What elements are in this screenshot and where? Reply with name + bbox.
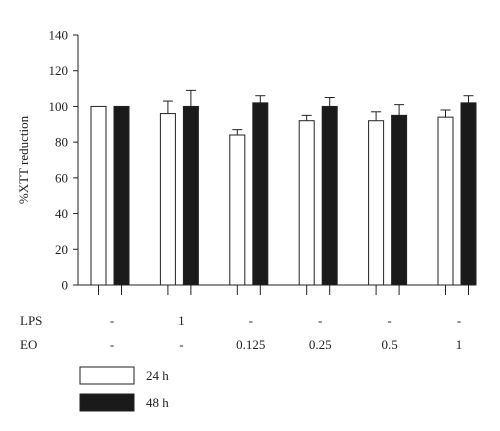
condition-value: 0.5 [381, 337, 397, 352]
y-tick-label: 100 [49, 99, 69, 114]
y-tick-label: 120 [49, 63, 69, 78]
y-axis-label: %XTT reduction [16, 115, 31, 204]
condition-value: 0.125 [236, 337, 265, 352]
legend-swatch [79, 366, 135, 385]
y-tick-label: 60 [55, 170, 68, 185]
condition-value: - [318, 313, 322, 328]
bar-24h [368, 120, 385, 286]
condition-value: - [110, 337, 114, 352]
condition-value: - [457, 313, 461, 328]
bar-48h [252, 102, 269, 286]
y-tick-label: 80 [55, 135, 68, 150]
legend-label: 24 h [146, 368, 169, 383]
legend: 24 h 48 h [79, 366, 169, 412]
bar-48h [391, 114, 408, 286]
condition-value: - [110, 313, 114, 328]
bar-24h [437, 116, 454, 286]
condition-table: LPS - 1 - - - - EO - - 0.125 0.25 0.5 1 [20, 313, 462, 352]
bar-24h [159, 113, 176, 286]
y-tick-label: 40 [55, 206, 68, 221]
condition-value: - [179, 337, 183, 352]
y-tick-label: 20 [55, 242, 68, 257]
condition-value: 0.25 [309, 337, 332, 352]
bar-48h [113, 105, 130, 286]
bar-24h [298, 120, 315, 286]
condition-row-label: EO [20, 337, 37, 352]
condition-value: 1 [456, 337, 463, 352]
bars-layer [90, 89, 477, 286]
legend-label: 48 h [146, 395, 169, 410]
legend-swatch [79, 393, 135, 412]
bar-48h [321, 105, 338, 286]
bar-48h [460, 102, 477, 286]
condition-value: - [387, 313, 391, 328]
bar-48h [182, 105, 199, 286]
x-axis [78, 284, 470, 295]
condition-value: 1 [178, 313, 185, 328]
condition-row-label: LPS [20, 313, 42, 328]
bar-24h [229, 134, 246, 286]
y-tick-label: 140 [49, 28, 69, 43]
condition-value: - [249, 313, 253, 328]
y-axis: 0 20 40 60 80 100 120 140 [49, 28, 79, 293]
bar-24h [90, 105, 107, 286]
y-tick-label: 0 [62, 278, 69, 293]
